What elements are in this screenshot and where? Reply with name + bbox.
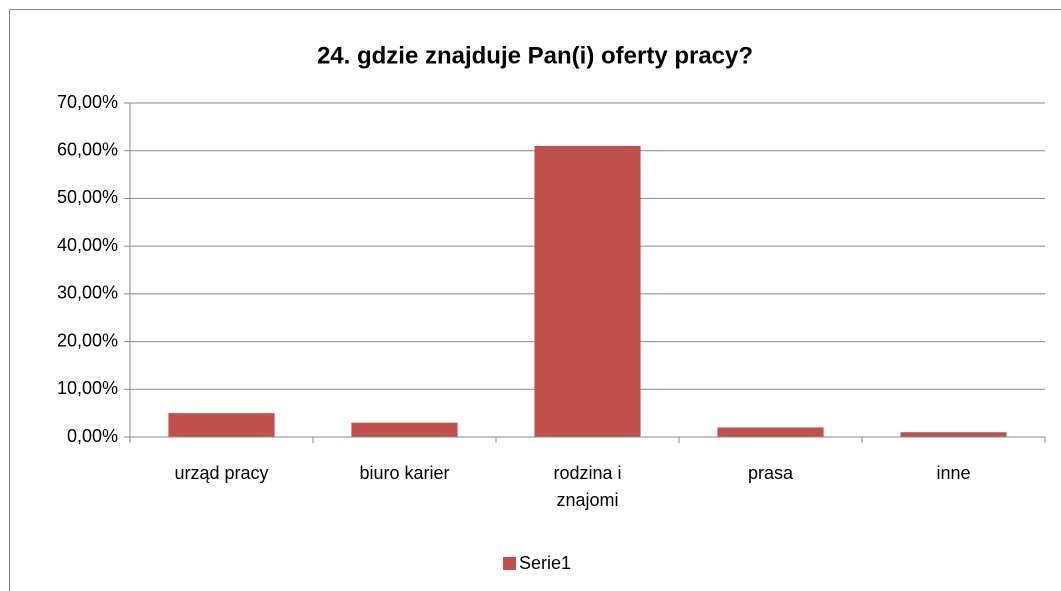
- x-tick-label: inne: [936, 463, 971, 483]
- chart-title: 24. gdzie znajduje Pan(i) oferty pracy?: [317, 42, 753, 69]
- x-tick-label: rodzina i znajomi: [553, 463, 622, 510]
- legend-swatch: [503, 557, 516, 570]
- y-tick-label: 40,00%: [57, 235, 118, 255]
- y-tick-label: 60,00%: [57, 139, 118, 159]
- y-tick-label: 20,00%: [57, 330, 118, 350]
- bar: [717, 427, 824, 437]
- y-tick-label: 10,00%: [57, 378, 118, 398]
- bar: [351, 422, 458, 437]
- y-tick-label: 50,00%: [57, 187, 118, 207]
- y-tick-label: 70,00%: [57, 92, 118, 112]
- bar: [900, 432, 1007, 437]
- x-tick-label: urząd pracy: [174, 463, 269, 483]
- y-tick-label: 30,00%: [57, 283, 118, 303]
- bar: [168, 413, 275, 437]
- y-tick-label: 0,00%: [67, 426, 118, 446]
- x-tick-label: biuro karier: [359, 463, 450, 483]
- legend-label: Serie1: [519, 553, 571, 573]
- x-tick-label: prasa: [747, 463, 794, 483]
- bar: [534, 145, 641, 437]
